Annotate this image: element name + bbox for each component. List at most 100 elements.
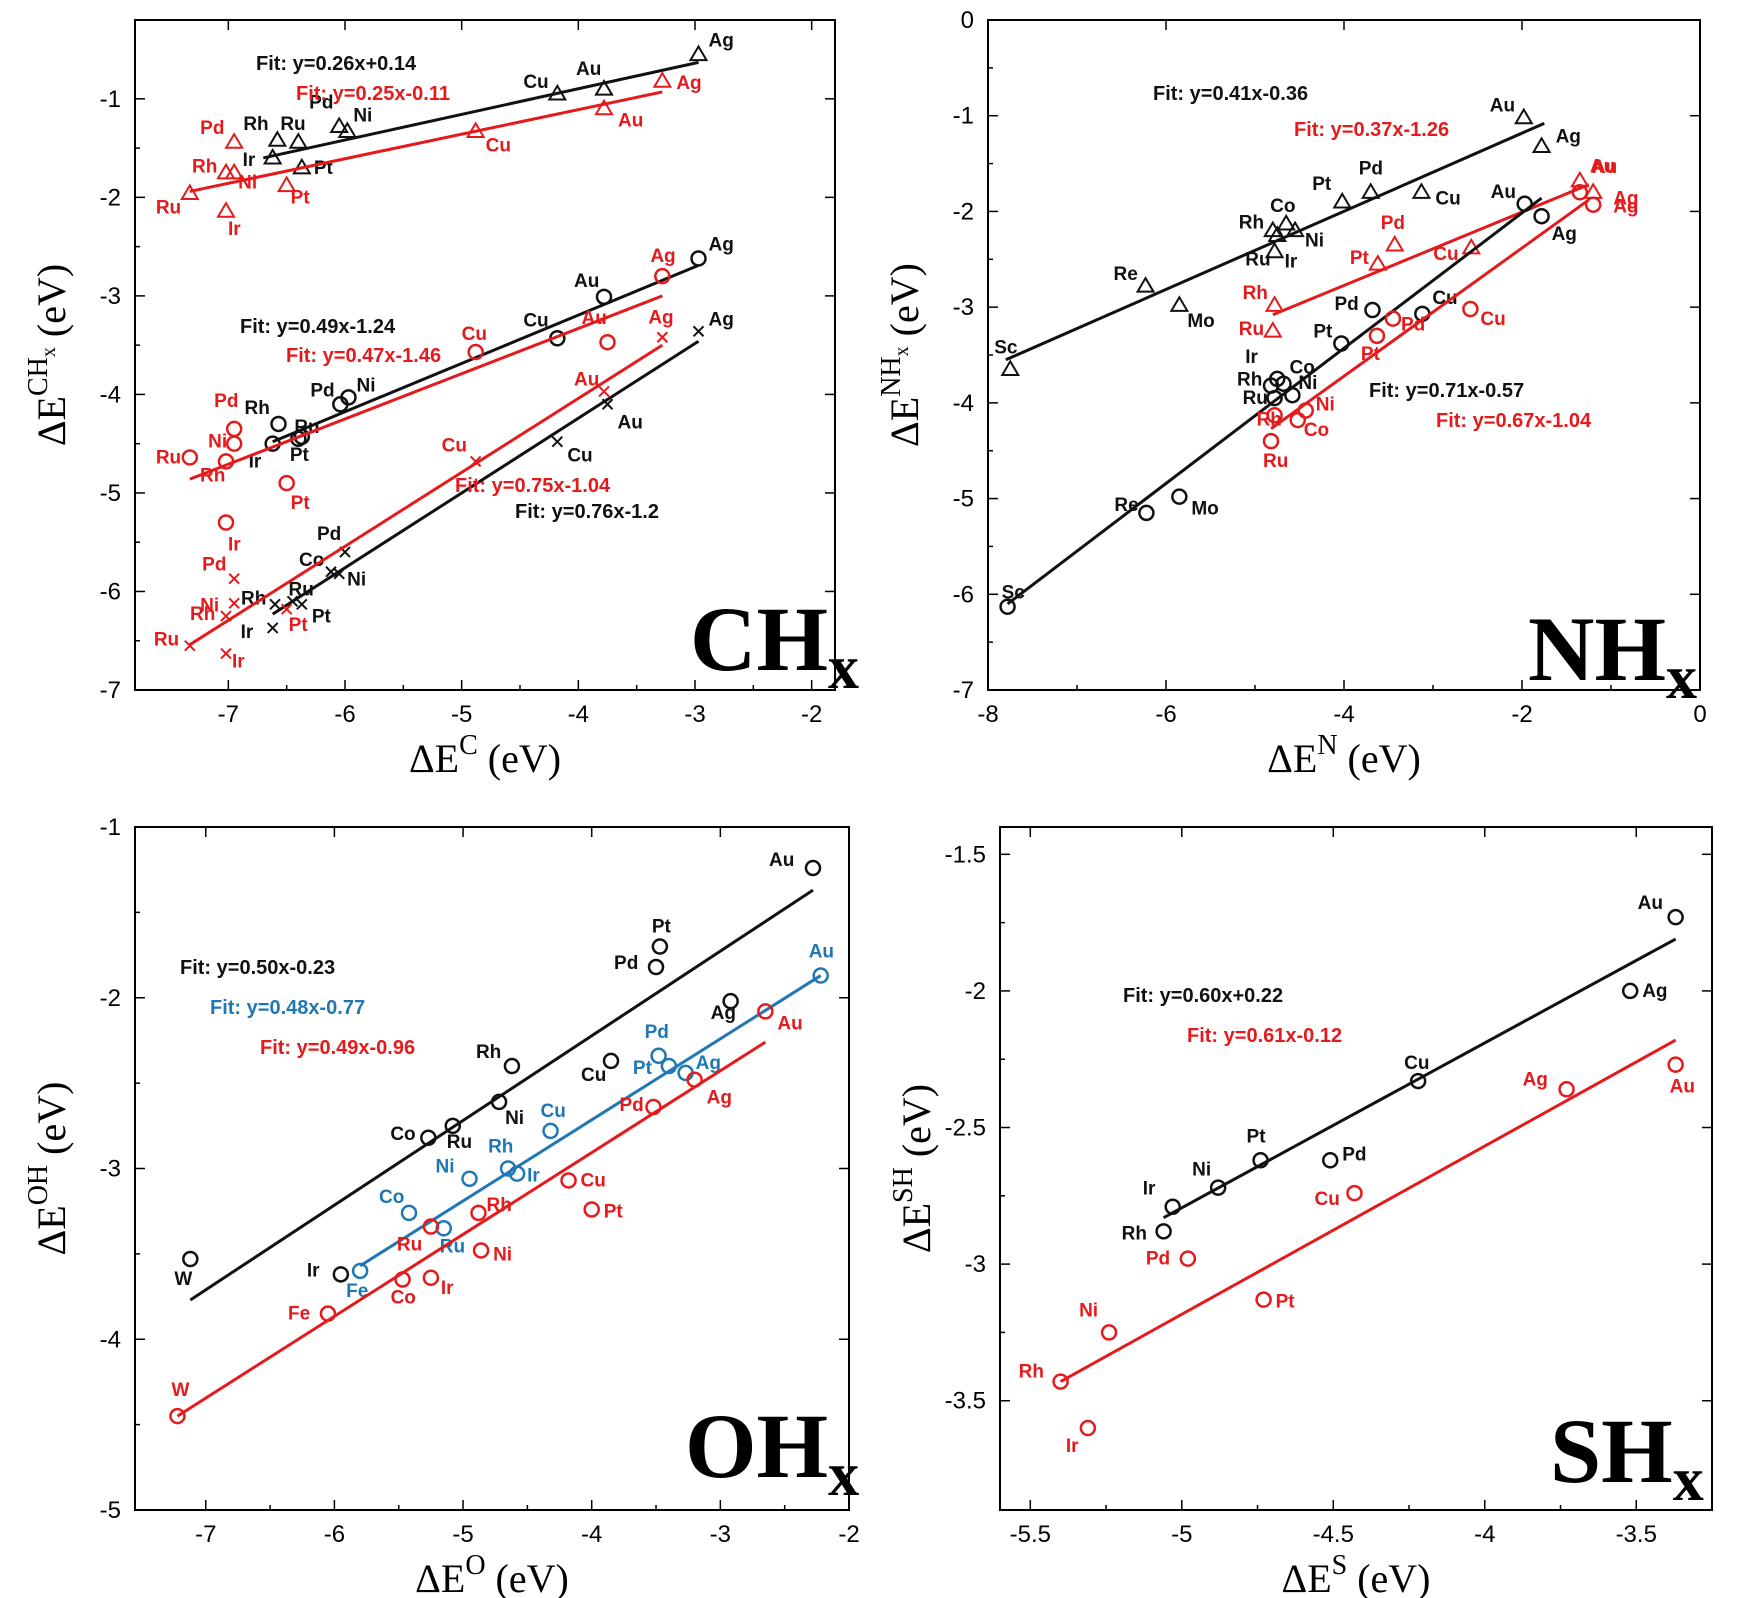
fit-equation: Fit: y=0.26x+0.14 [256, 53, 417, 75]
data-point [1100, 1324, 1118, 1341]
y-tick-label: -5 [100, 480, 121, 507]
point-label: Rh [245, 398, 270, 419]
data-point [340, 389, 357, 406]
data-point [220, 647, 232, 660]
data-point [220, 610, 232, 622]
x-tick-label: -3 [684, 701, 705, 728]
data-point [1462, 300, 1479, 318]
data-point [276, 175, 297, 193]
point-label: Ni [1192, 1160, 1211, 1181]
point-label: Ir [1066, 1436, 1079, 1457]
data-point [461, 1170, 478, 1187]
x-tick-label: -6 [1155, 701, 1176, 728]
data-point [329, 116, 349, 134]
data-point [266, 622, 279, 634]
data-point [1284, 386, 1301, 404]
point-label: Re [1114, 495, 1138, 516]
point-label: Ru [1239, 319, 1264, 340]
data-point [999, 598, 1016, 615]
x-tick-label: -5 [452, 1521, 473, 1548]
point-label: Pd [1334, 294, 1358, 315]
x-axis-label: ΔEN (eV) [1267, 730, 1421, 781]
data-point [1558, 1081, 1575, 1098]
data-point [1285, 220, 1305, 238]
fit-line [189, 343, 664, 646]
data-point [1667, 1056, 1684, 1073]
data-point [467, 343, 484, 361]
point-label: Co [299, 550, 324, 571]
y-tick-label: -7 [100, 677, 121, 704]
point-label: Ir [228, 219, 241, 240]
x-tick-label: -3 [710, 1521, 731, 1548]
point-label: Rh [1243, 283, 1268, 304]
x-tick-label: -8 [977, 701, 998, 728]
data-point [225, 420, 243, 438]
x-axis-label: ΔEC (eV) [409, 730, 561, 781]
point-label: Rh [192, 157, 217, 178]
point-label: Pd [317, 524, 341, 545]
point-label: Ru [1245, 249, 1270, 270]
plot-frame [999, 826, 1713, 1511]
data-point [645, 1098, 662, 1116]
data-point [1364, 301, 1381, 319]
point-label: Au [809, 942, 834, 963]
y-tick-label: -2 [965, 978, 986, 1005]
data-point [1531, 136, 1552, 153]
point-label: Ru [1263, 451, 1288, 472]
data-point [686, 1071, 703, 1088]
fit-equation: Fit: y=0.49x-0.96 [260, 1037, 415, 1059]
x-tick-label: -2 [838, 1521, 859, 1548]
data-point [692, 325, 705, 338]
data-point [1171, 488, 1188, 505]
point-label: Pt [289, 615, 309, 636]
y-tick-label: 0 [961, 7, 974, 34]
point-label: Cu [581, 1065, 606, 1086]
point-label: Au [777, 1013, 802, 1034]
point-label: Mo [1191, 499, 1218, 520]
data-point [1384, 234, 1405, 252]
point-label: Ag [648, 307, 673, 328]
point-label: Cu [1404, 1053, 1429, 1074]
point-label: Ir [241, 622, 254, 643]
point-label: Ni [1305, 231, 1324, 252]
data-point [422, 1269, 440, 1287]
point-label: Pd [645, 1022, 669, 1043]
data-point [598, 385, 610, 398]
point-label: Co [1289, 358, 1314, 379]
panel-ch: -7 -6 -5 -4 -3 -2 -1 -2 -3 -4 -5 -6 -7 ΔEC (eV) ΔECHx … [23, 19, 859, 781]
x-tick-label: -7 [195, 1521, 216, 1548]
data-point [1368, 327, 1386, 345]
data-point [547, 83, 568, 101]
data-point [319, 1305, 337, 1322]
y-axis-label: ΔESH (eV) [888, 1084, 939, 1253]
point-label: Fe [288, 1304, 310, 1325]
data-point [560, 1172, 577, 1189]
data-point [269, 598, 281, 610]
point-label: Cu [442, 435, 467, 456]
point-label: Ni [1298, 373, 1317, 394]
fit-equation: Fit: y=0.25x-0.11 [296, 83, 450, 105]
point-label: Pd [309, 92, 333, 113]
point-label: Pt [604, 1201, 624, 1222]
point-label: Ag [1523, 1069, 1548, 1090]
data-point [1266, 407, 1283, 424]
point-label: Ni [435, 1157, 454, 1178]
data-point [688, 44, 709, 62]
point-label: Sc [994, 337, 1018, 358]
y-axis-label: ΔEOH (eV) [23, 1082, 74, 1256]
data-point [169, 1407, 186, 1425]
fit-line [189, 294, 663, 481]
data-point [1000, 359, 1020, 376]
fit-equation: Fit: y=0.71x-0.57 [1369, 380, 1524, 402]
data-point [1179, 1250, 1197, 1267]
data-point [1255, 1291, 1272, 1308]
data-point [351, 1262, 369, 1280]
point-label: Cu [1314, 1189, 1339, 1210]
data-point [1138, 504, 1155, 522]
point-label: Ag [1613, 197, 1638, 218]
data-point [812, 967, 829, 984]
point-label: Rh [476, 1042, 501, 1063]
data-point [1667, 908, 1684, 926]
fit-equation: Fit: y=0.47x-1.46 [286, 345, 441, 367]
